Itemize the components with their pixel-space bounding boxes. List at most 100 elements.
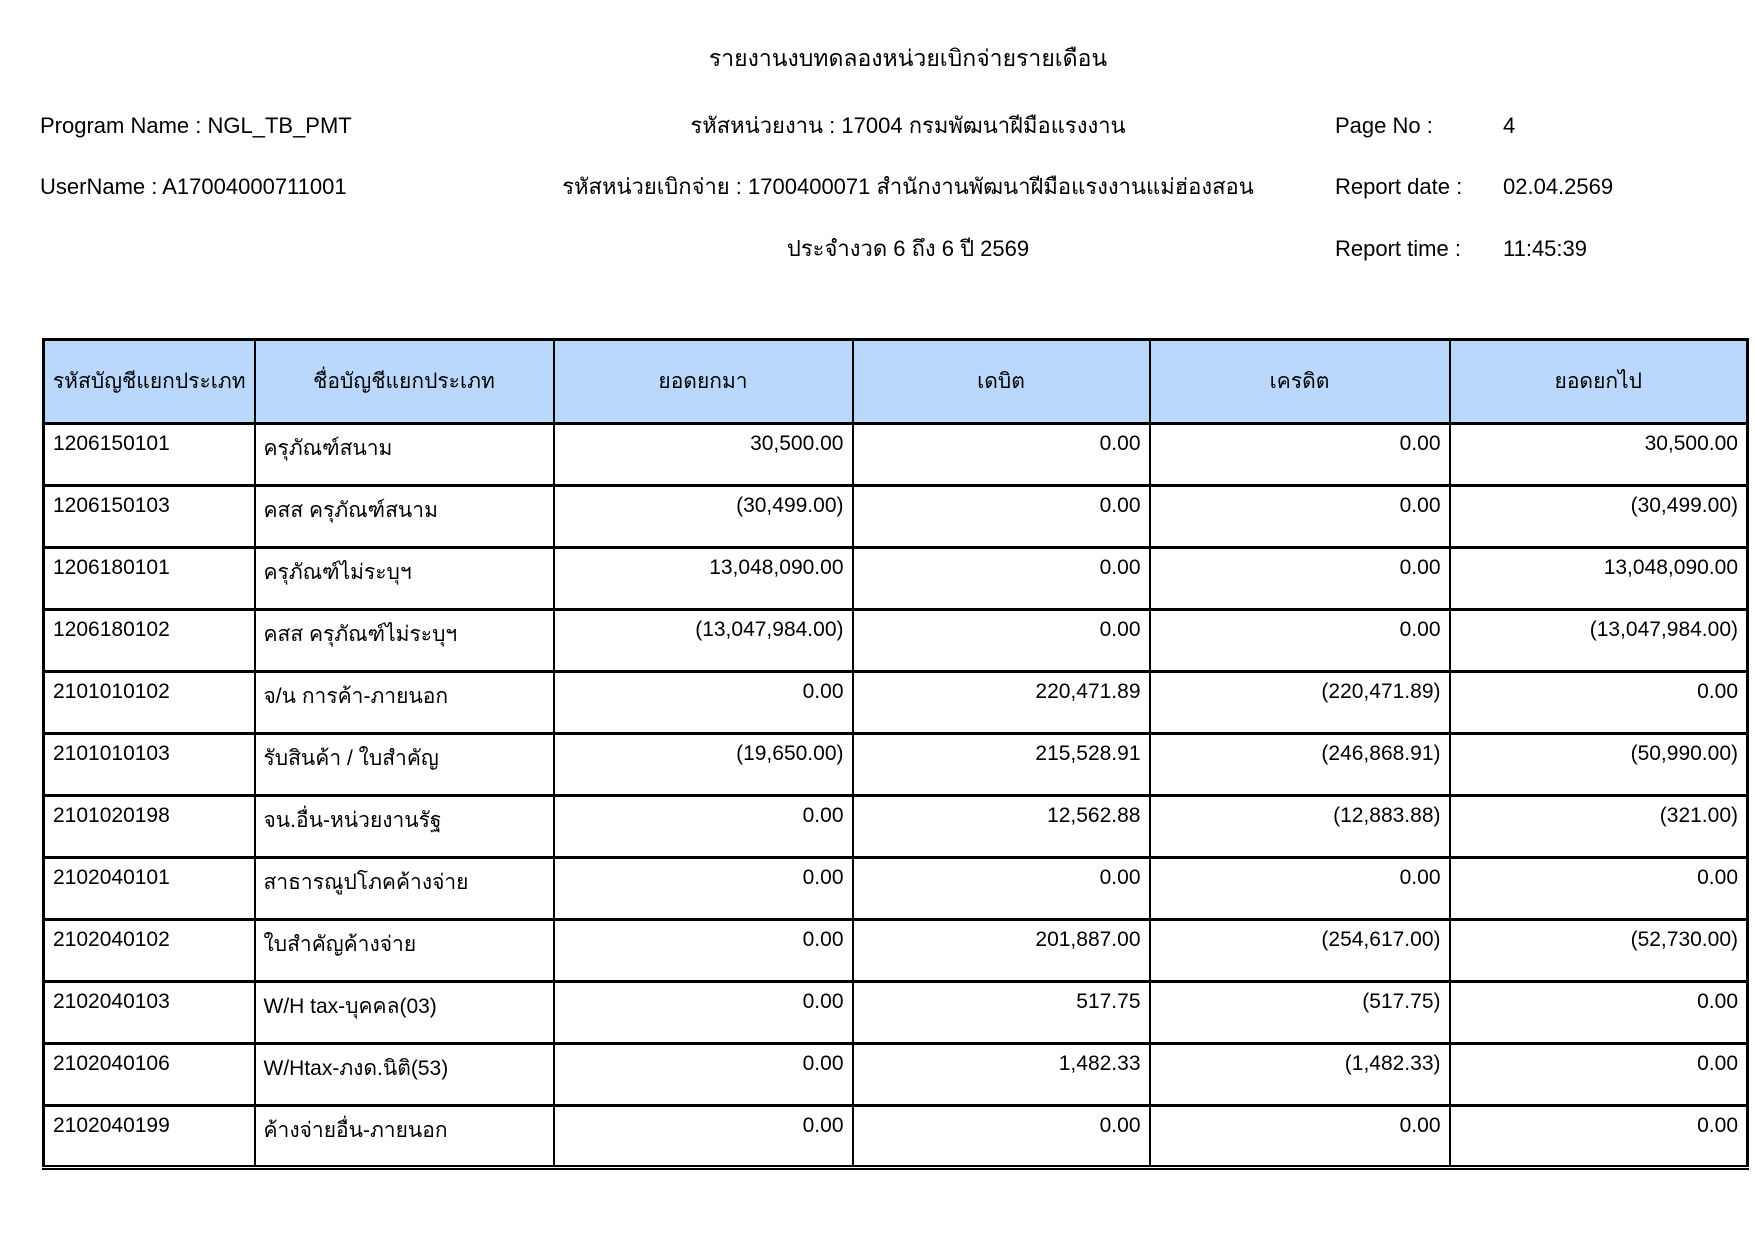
column-header-beginning-balance: ยอดยกมา [552, 338, 854, 425]
ending-balance-cell: (52,730.00) [1448, 918, 1749, 983]
debit-cell: 12,562.88 [851, 794, 1151, 859]
account-code-cell: 2102040103 [42, 980, 256, 1045]
ending-balance-cell: 30,500.00 [1448, 422, 1749, 487]
account-name-cell: W/H tax-บุคคล(03) [253, 980, 555, 1045]
credit-cell: (517.75) [1148, 980, 1451, 1045]
debit-cell: 0.00 [851, 1104, 1151, 1169]
beginning-balance-cell: 0.00 [552, 980, 854, 1045]
debit-cell: 517.75 [851, 980, 1151, 1045]
account-name-cell: คสส ครุภัณฑ์ไม่ระบุฯ [253, 608, 555, 673]
account-name-cell: คสส ครุภัณฑ์สนาม [253, 484, 555, 549]
table-row: 2101020198 จน.อื่น-หน่วยงานรัฐ 0.00 12,562.… [42, 794, 1749, 859]
ending-balance-cell: (30,499.00) [1448, 484, 1749, 549]
account-code-cell: 1206180102 [42, 608, 256, 673]
account-code-cell: 1206150103 [42, 484, 256, 549]
table-row: 2102040103 W/H tax-บุคคล(03) 0.00 517.75 (51… [42, 980, 1749, 1045]
column-header-credit: เครดิต [1148, 338, 1451, 425]
program-name-line: Program Name : NGL_TB_PMT [40, 113, 352, 138]
account-name-cell: ครุภัณฑ์ไม่ระบุฯ [253, 546, 555, 611]
debit-cell: 0.00 [851, 608, 1151, 673]
beginning-balance-cell: 0.00 [552, 794, 854, 859]
table-row: 1206180102 คสส ครุภัณฑ์ไม่ระบุฯ (13,047,98… [42, 608, 1749, 673]
trial-balance-table: รหัสบัญชีแยกประเภท ชื่อบัญชีแยกประเภท ยอ… [42, 338, 1749, 1170]
debit-cell: 0.00 [851, 422, 1151, 487]
beginning-balance-cell: 0.00 [552, 1042, 854, 1107]
account-name-cell: ค้างจ่ายอื่น-ภายนอก [253, 1104, 555, 1169]
credit-cell: (1,482.33) [1148, 1042, 1451, 1107]
debit-cell: 215,528.91 [851, 732, 1151, 797]
table-row: 2102040199 ค้างจ่ายอื่น-ภายนอก 0.00 0.00 0.0… [42, 1104, 1749, 1169]
ending-balance-cell: (50,990.00) [1448, 732, 1749, 797]
credit-cell: 0.00 [1148, 608, 1451, 673]
account-name-cell: จน.อื่น-หน่วยงานรัฐ [253, 794, 555, 859]
table-row: 2102040102 ใบสำคัญค้างจ่าย 0.00 201,887.00(… [42, 918, 1749, 983]
account-name-cell: W/Htax-ภงด.นิติ(53) [253, 1042, 555, 1107]
table-row: 1206150103 คสส ครุภัณฑ์สนาม (30,499.00) 0.0… [42, 484, 1749, 549]
period-line: ประจำงวด 6 ถึง 6 ปี 2569 [786, 236, 1030, 261]
table-row: 2102040101 สาธารณูปโภคค้างจ่าย 0.00 0.00 0.0… [42, 856, 1749, 921]
page-no-value: 4 [1503, 113, 1516, 138]
debit-cell: 1,482.33 [851, 1042, 1151, 1107]
table-row: 2102040106 W/Htax-ภงด.นิติ(53) 0.00 1,482.3… [42, 1042, 1749, 1107]
column-header-ending-balance: ยอดยกไป [1448, 338, 1749, 425]
column-header-debit: เดบิต [851, 338, 1151, 425]
table-header-row: รหัสบัญชีแยกประเภท ชื่อบัญชีแยกประเภท ยอ… [42, 338, 1749, 425]
account-name-cell: สาธารณูปโภคค้างจ่าย [253, 856, 555, 921]
report-time-label: Report time : [1335, 236, 1461, 261]
credit-cell: 0.00 [1148, 546, 1451, 611]
column-header-account-code: รหัสบัญชีแยกประเภท [42, 338, 256, 425]
account-code-cell: 2102040106 [42, 1042, 256, 1107]
account-name-cell: จ/น การค้า-ภายนอก [253, 670, 555, 735]
account-name-cell: ครุภัณฑ์สนาม [253, 422, 555, 487]
account-code-cell: 1206150101 [42, 422, 256, 487]
ending-balance-cell: 0.00 [1448, 1042, 1749, 1107]
account-code-cell: 2102040102 [42, 918, 256, 983]
account-code-cell: 2102040101 [42, 856, 256, 921]
account-code-cell: 1206180101 [42, 546, 256, 611]
table-row: 1206180101 ครุภัณฑ์ไม่ระบุฯ 13,048,090.00 0… [42, 546, 1749, 611]
debit-cell: 201,887.00 [851, 918, 1151, 983]
ending-balance-cell: 0.00 [1448, 980, 1749, 1045]
beginning-balance-cell: 0.00 [552, 918, 854, 983]
beginning-balance-cell: 13,048,090.00 [552, 546, 854, 611]
report-date-value: 02.04.2569 [1503, 174, 1614, 199]
beginning-balance-cell: 0.00 [552, 670, 854, 735]
table-row: 2101010103 รับสินค้า / ใบสำคัญ (19,650.00)… [42, 732, 1749, 797]
ending-balance-cell: 0.00 [1448, 1104, 1749, 1169]
disbursement-unit-line: รหัสหน่วยเบิกจ่าย : 1700400071 สำนักงานพ… [562, 174, 1254, 199]
ending-balance-cell: (13,047,984.00) [1448, 608, 1749, 673]
page-no-label: Page No : [1335, 113, 1433, 138]
debit-cell: 0.00 [851, 856, 1151, 921]
account-code-cell: 2101010102 [42, 670, 256, 735]
account-name-cell: รับสินค้า / ใบสำคัญ [253, 732, 555, 797]
beginning-balance-cell: 30,500.00 [552, 422, 854, 487]
report-time-value: 11:45:39 [1503, 236, 1588, 261]
column-header-account-name: ชื่อบัญชีแยกประเภท [253, 338, 555, 425]
account-name-cell: ใบสำคัญค้างจ่าย [253, 918, 555, 983]
credit-cell: 0.00 [1148, 422, 1451, 487]
beginning-balance-cell: (19,650.00) [552, 732, 854, 797]
ending-balance-cell: 13,048,090.00 [1448, 546, 1749, 611]
report-date-label: Report date : [1335, 174, 1463, 199]
beginning-balance-cell: 0.00 [552, 856, 854, 921]
user-name-line: UserName : A17004000711001 [40, 174, 347, 199]
credit-cell: (254,617.00) [1148, 918, 1451, 983]
credit-cell: (220,471.89) [1148, 670, 1451, 735]
ending-balance-cell: 0.00 [1448, 856, 1749, 921]
agency-code-line: รหัสหน่วยงาน : 17004 กรมพัฒนาฝีมือแรงงาน [690, 113, 1126, 138]
ending-balance-cell: (321.00) [1448, 794, 1749, 859]
beginning-balance-cell: (13,047,984.00) [552, 608, 854, 673]
debit-cell: 220,471.89 [851, 670, 1151, 735]
table-row: 1206150101 ครุภัณฑ์สนาม 30,500.00 0.00 0.00 3… [42, 422, 1749, 487]
credit-cell: 0.00 [1148, 856, 1451, 921]
report-title: รายงานงบทดลองหน่วยเบิกจ่ายรายเดือน [708, 45, 1108, 71]
credit-cell: 0.00 [1148, 484, 1451, 549]
debit-cell: 0.00 [851, 484, 1151, 549]
table-row: 2101010102 จ/น การค้า-ภายนอก 0.00 220,471.8… [42, 670, 1749, 735]
credit-cell: (246,868.91) [1148, 732, 1451, 797]
ending-balance-cell: 0.00 [1448, 670, 1749, 735]
account-code-cell: 2101020198 [42, 794, 256, 859]
account-code-cell: 2101010103 [42, 732, 256, 797]
account-code-cell: 2102040199 [42, 1104, 256, 1169]
